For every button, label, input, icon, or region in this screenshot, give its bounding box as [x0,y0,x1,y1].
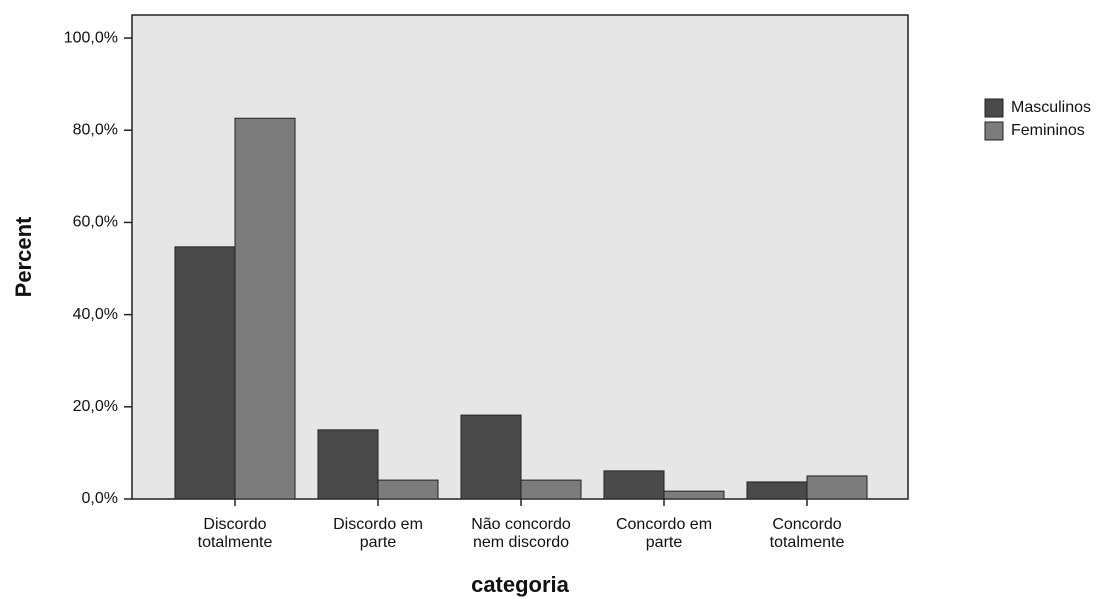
x-tick-label: Discordo totalmente [198,516,273,551]
bar [317,429,379,500]
y-tick-label: 100,0% [64,29,118,46]
legend-label: Masculinos [1011,99,1091,116]
y-tick-label: 40,0% [73,306,118,323]
y-tick-label: 20,0% [73,398,118,415]
bar [234,117,296,500]
y-tick-label: 60,0% [73,214,118,231]
bar [174,246,236,500]
x-tick-label: Concordo em parte [616,516,712,551]
legend-swatch [984,98,1004,118]
bar [460,414,522,500]
x-tick-label: Discordo em parte [333,516,423,551]
bar [520,479,582,500]
y-tick-label: 0,0% [82,490,118,507]
bar [603,470,665,500]
bar [806,475,868,500]
x-axis-title: categoria [471,572,570,597]
bar [377,479,439,500]
bar [663,490,725,500]
y-tick-label: 80,0% [73,121,118,138]
legend-label: Femininos [1011,122,1085,139]
x-tick-label: Não concordo nem discordo [471,516,571,551]
legend-swatch [984,121,1004,141]
bar [746,481,808,500]
y-axis-title: Percent [11,216,36,297]
x-tick-label: Concordo totalmente [770,516,845,551]
